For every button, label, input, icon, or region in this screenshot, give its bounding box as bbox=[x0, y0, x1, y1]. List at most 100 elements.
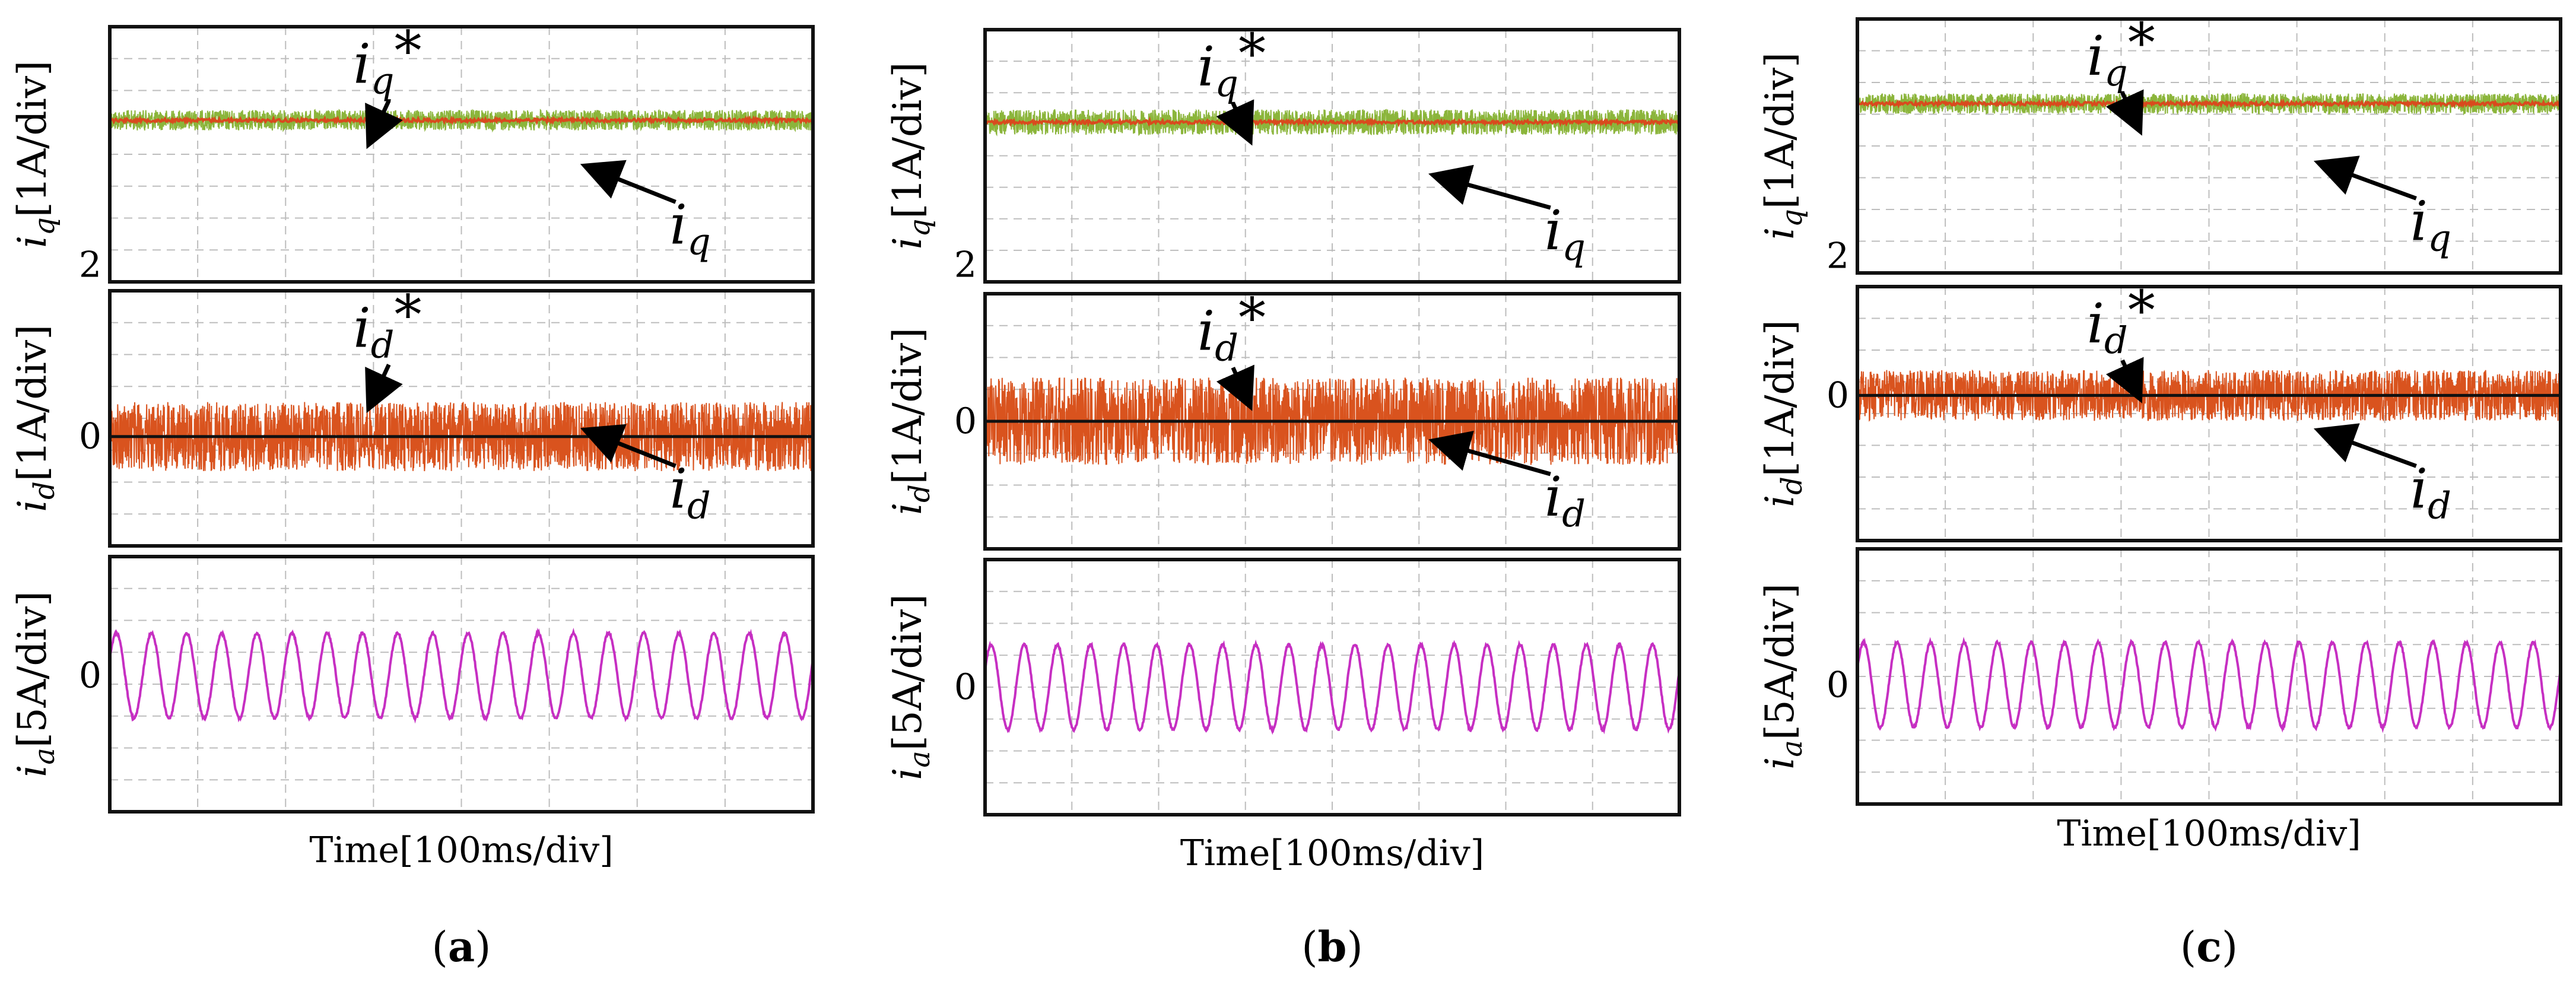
panel-frame bbox=[983, 28, 1681, 284]
y-axis-scale: [1A/div] bbox=[9, 61, 55, 217]
caption-close: ) bbox=[1346, 923, 1362, 971]
annotation-arrow bbox=[580, 424, 676, 468]
y-tick-label: 0 bbox=[1827, 664, 1849, 706]
y-axis-label-iq: iq[1A/div] bbox=[885, 62, 936, 250]
y-axis-label-iq: iq[1A/div] bbox=[1757, 52, 1809, 240]
y-axis-var: i bbox=[9, 765, 55, 777]
caption-b: (b) bbox=[1301, 922, 1363, 971]
x-axis-label: Time[100ms/div] bbox=[2057, 813, 2361, 854]
y-axis-var: i bbox=[1757, 227, 1803, 240]
y-axis-label-ia: ia[5A/div] bbox=[1757, 583, 1809, 770]
annotation-star: * bbox=[394, 20, 421, 83]
caption-close: ) bbox=[475, 923, 491, 971]
y-axis-scale: [5A/div] bbox=[1757, 583, 1803, 740]
y-axis-scale: [5A/div] bbox=[9, 591, 55, 748]
y-axis-var: i bbox=[9, 236, 55, 248]
y-axis-sub: q bbox=[1775, 209, 1809, 227]
x-axis-label: Time[100ms/div] bbox=[309, 830, 613, 871]
y-axis-label-id: id[1A/div] bbox=[1757, 320, 1809, 507]
caption-letter: a bbox=[448, 922, 475, 971]
series-i_a bbox=[1856, 637, 2562, 733]
y-axis-sub: a bbox=[903, 751, 936, 768]
annotation-i_q: iq bbox=[2410, 189, 2451, 259]
y-axis-label-ia: ia[5A/div] bbox=[885, 594, 936, 780]
annotation-main: i bbox=[353, 297, 370, 360]
y-axis-sub: a bbox=[1775, 740, 1809, 757]
annotation-sub: q bbox=[371, 59, 395, 103]
y-axis-var: i bbox=[885, 503, 930, 515]
annotation-i_q: iq bbox=[670, 193, 711, 263]
annotation-main: i bbox=[1198, 300, 1215, 363]
annotation-star: * bbox=[2128, 279, 2155, 342]
y-axis-sub: q bbox=[903, 219, 936, 237]
annotation-star: * bbox=[2128, 11, 2155, 75]
annotation-sub: q bbox=[687, 220, 711, 263]
annotation-i_q: iq bbox=[1545, 199, 1586, 269]
y-axis-scale: [1A/div] bbox=[885, 328, 930, 484]
y-axis-sub: d bbox=[903, 484, 936, 503]
annotation-sub: d bbox=[1562, 492, 1586, 535]
y-tick-label: 2 bbox=[954, 244, 977, 286]
panel-frame bbox=[983, 292, 1681, 551]
annotation-star: * bbox=[1238, 22, 1266, 85]
annotation-main: i bbox=[2410, 189, 2428, 253]
annotation-main: i bbox=[353, 33, 370, 96]
annotation-main: i bbox=[1545, 465, 1562, 529]
y-axis-var: i bbox=[1757, 495, 1803, 507]
caption-open: ( bbox=[1301, 923, 1317, 971]
annotation-arrow bbox=[2313, 423, 2417, 468]
panel-id-b: 0id[1A/div] id*id bbox=[885, 287, 1681, 551]
series-i_a bbox=[984, 639, 1681, 735]
panel-frame bbox=[983, 558, 1681, 816]
panel-iq-b: 2iq[1A/div] iq*iq bbox=[885, 22, 1681, 286]
annotation-main: i bbox=[1545, 199, 1562, 262]
y-tick-label: 0 bbox=[79, 416, 101, 457]
panel-frame bbox=[108, 289, 815, 548]
y-axis-scale: [1A/div] bbox=[1757, 320, 1803, 476]
caption-close: ) bbox=[2222, 923, 2238, 971]
annotation-sub: q bbox=[2104, 51, 2128, 94]
y-axis-label-iq: iq[1A/div] bbox=[9, 61, 61, 248]
y-axis-sub: d bbox=[1775, 476, 1809, 495]
annotation-arrow bbox=[1428, 164, 1551, 210]
annotation-arrow bbox=[365, 364, 403, 414]
series-i_d bbox=[984, 377, 1680, 465]
annotation-sub: d bbox=[1215, 326, 1238, 370]
y-axis-var: i bbox=[885, 237, 930, 249]
annotation-main: i bbox=[670, 457, 687, 520]
series-i_q* bbox=[109, 115, 814, 126]
y-axis-var: i bbox=[885, 768, 930, 780]
panel-ia-b: 0 ia[5A/div] bbox=[885, 558, 1681, 816]
caption-open: ( bbox=[432, 923, 448, 971]
annotation-sub: q bbox=[1215, 62, 1238, 105]
series-i_q* bbox=[984, 116, 1681, 128]
annotation-i_d: id bbox=[2410, 457, 2451, 527]
panel-frame bbox=[1856, 17, 2562, 275]
annotation-main: i bbox=[670, 193, 687, 256]
annotation-arrow bbox=[1216, 99, 1254, 146]
annotation-i_q*: iq* bbox=[1198, 22, 1266, 105]
x-axis-label: Time[100ms/div] bbox=[1180, 833, 1484, 874]
caption-letter: c bbox=[2196, 922, 2222, 971]
annotation-i_d*: id* bbox=[353, 284, 421, 367]
panel-frame bbox=[108, 25, 815, 284]
annotation-i_d: id bbox=[670, 457, 711, 527]
y-axis-sub: q bbox=[28, 217, 61, 236]
y-tick-label: 2 bbox=[1827, 235, 1849, 277]
annotation-arrow bbox=[2105, 357, 2144, 403]
y-axis-label-ia: ia[5A/div] bbox=[9, 591, 61, 777]
series-i_d bbox=[1857, 369, 2561, 422]
annotation-sub: q bbox=[2428, 216, 2451, 259]
y-axis-sub: d bbox=[28, 481, 61, 500]
annotation-arrow bbox=[1428, 431, 1551, 476]
y-tick-label: 0 bbox=[79, 655, 101, 697]
annotation-star: * bbox=[394, 284, 421, 347]
panel-id-c: 0id[1A/div] id*id bbox=[1757, 279, 2562, 542]
y-axis-label-id: id[1A/div] bbox=[9, 325, 61, 512]
y-axis-scale: [1A/div] bbox=[9, 325, 55, 481]
annotation-sub: d bbox=[2428, 484, 2451, 527]
y-axis-label-id: id[1A/div] bbox=[885, 328, 936, 515]
